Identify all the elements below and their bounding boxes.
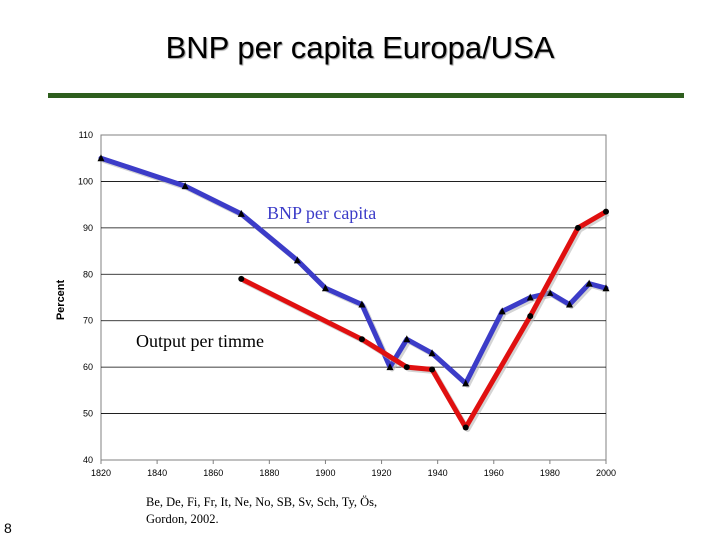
- x-tick-label-1840: 1840: [147, 468, 167, 478]
- y-tick-label-70: 70: [83, 316, 93, 326]
- data-point-bnp-per-capita-1900: [321, 284, 329, 292]
- y-tick-label-50: 50: [83, 409, 93, 419]
- series-line-bnp-per-capita: [98, 155, 609, 386]
- data-point-output-per-timme-1973: [527, 313, 534, 320]
- y-axis-label: Percent: [55, 279, 67, 320]
- data-point-bnp-per-capita-1963: [498, 307, 506, 315]
- data-point-output-per-timme-1938: [429, 366, 436, 373]
- data-point-output-per-timme-1990: [574, 224, 581, 231]
- y-axis-ticks: 110 100 90 80 70 60 50 40: [78, 130, 93, 465]
- y-tick-label-40: 40: [83, 455, 93, 465]
- data-point-bnp-per-capita-1994: [585, 279, 593, 287]
- x-tick-label-1980: 1980: [540, 468, 560, 478]
- series-bnp-per-capita: [97, 154, 610, 388]
- data-point-bnp-per-capita-1913: [358, 300, 366, 308]
- x-tick-label-1820: 1820: [91, 468, 111, 478]
- data-point-bnp-per-capita-1850: [181, 182, 189, 190]
- series-annotation-output-per-timme: Output per timme: [136, 331, 264, 351]
- x-axis-ticks: 1820 1840 1860 1880 1900 1920 1940 1960 1980 2000: [91, 460, 616, 478]
- data-point-output-per-timme-1870: [238, 275, 245, 282]
- data-point-bnp-per-capita-1938: [428, 349, 436, 357]
- source-note: Be, De, Fi, Fr, It, Ne, No, SB, Sv, Sch,…: [146, 495, 378, 526]
- data-point-bnp-per-capita-1890: [293, 256, 301, 264]
- slide-number: 8: [4, 520, 12, 536]
- y-tick-label-80: 80: [83, 269, 93, 279]
- series-annotation-bnp-per-capita: BNP per capita: [267, 203, 376, 223]
- data-point-bnp-per-capita-1987: [566, 300, 574, 308]
- y-tick-label-90: 90: [83, 223, 93, 233]
- data-point-bnp-per-capita-1870: [237, 209, 245, 217]
- data-point-bnp-per-capita-1929: [403, 335, 411, 343]
- x-tick-label-1940: 1940: [428, 468, 448, 478]
- x-tick-label-1860: 1860: [203, 468, 223, 478]
- data-point-bnp-per-capita-1820: [97, 154, 105, 162]
- series-line-output-per-timme: [238, 209, 609, 430]
- data-point-bnp-per-capita-1923: [386, 363, 394, 371]
- data-point-bnp-per-capita-1980: [546, 288, 554, 296]
- x-tick-label-1960: 1960: [484, 468, 504, 478]
- slide-title: BNP per capita Europa/USA: [165, 30, 555, 65]
- y-tick-label-60: 60: [83, 362, 93, 372]
- gridlines: [101, 181, 606, 414]
- title-divider: [48, 93, 684, 98]
- data-point-bnp-per-capita-1973: [526, 293, 534, 301]
- data-point-output-per-timme-2000: [603, 208, 609, 215]
- y-tick-label-100: 100: [78, 176, 93, 186]
- data-point-output-per-timme-1950: [462, 424, 469, 431]
- y-tick-label-110: 110: [79, 130, 93, 140]
- x-tick-label-2000: 2000: [596, 468, 616, 478]
- series-layer: [97, 154, 610, 432]
- x-tick-label-1920: 1920: [372, 468, 392, 478]
- x-tick-label-1900: 1900: [315, 468, 335, 478]
- data-point-bnp-per-capita-2000: [602, 284, 610, 292]
- data-point-bnp-per-capita-1950: [462, 379, 470, 387]
- series-output-per-timme: [238, 208, 610, 432]
- x-tick-label-1880: 1880: [259, 468, 279, 478]
- data-point-output-per-timme-1913: [358, 336, 365, 343]
- data-point-output-per-timme-1929: [403, 364, 410, 371]
